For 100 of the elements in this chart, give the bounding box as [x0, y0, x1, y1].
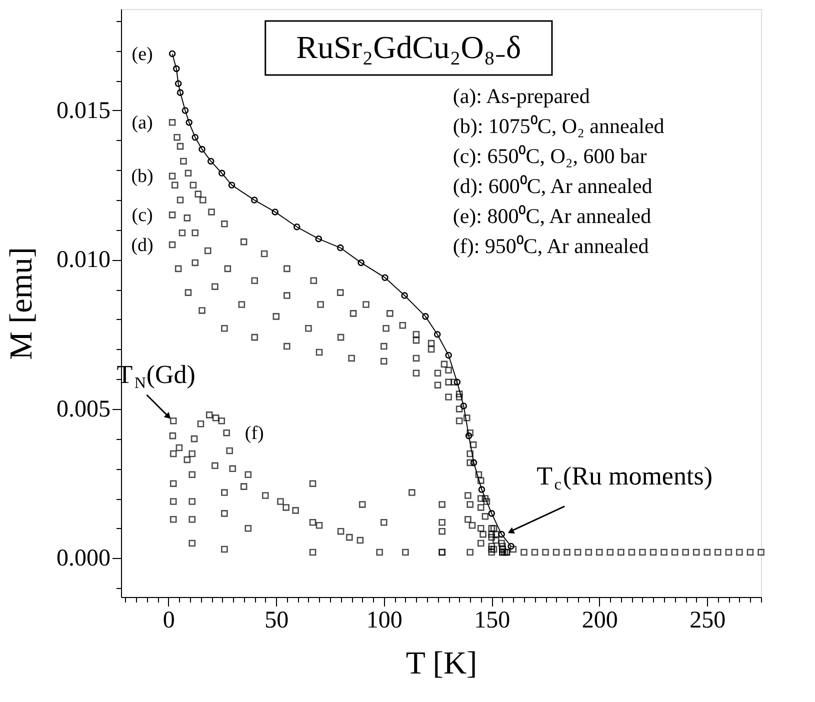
- point: [272, 208, 278, 216]
- point: [488, 510, 496, 517]
- point: [434, 370, 442, 377]
- point: [460, 402, 468, 410]
- point: [168, 119, 176, 126]
- point: [564, 548, 570, 556]
- point: [362, 301, 370, 308]
- point: [188, 516, 196, 523]
- point: [463, 414, 470, 422]
- point: [221, 489, 228, 496]
- point: [401, 292, 408, 299]
- point: [468, 522, 476, 529]
- point: [671, 548, 678, 556]
- point: [170, 450, 177, 458]
- point: [190, 182, 197, 188]
- point: [358, 259, 364, 266]
- point: [337, 528, 344, 535]
- point: [174, 80, 182, 88]
- series-label: (d): [131, 234, 154, 256]
- point: [309, 480, 316, 487]
- point: [498, 540, 505, 547]
- point: [606, 548, 614, 556]
- point: [465, 432, 472, 440]
- point: [380, 518, 388, 526]
- point: [382, 274, 388, 282]
- point: [316, 522, 323, 529]
- point: [492, 536, 500, 544]
- point: [510, 546, 517, 553]
- point: [251, 334, 258, 341]
- point: [428, 346, 435, 353]
- point: [466, 429, 474, 436]
- point: [292, 507, 299, 514]
- point: [456, 390, 463, 398]
- point: [412, 330, 420, 338]
- point: [168, 172, 176, 180]
- point: [168, 212, 176, 218]
- point: [434, 330, 441, 338]
- point: [482, 495, 489, 502]
- point: [399, 322, 406, 329]
- point: [221, 220, 228, 228]
- x-tick-label: 250: [690, 608, 726, 634]
- point: [170, 498, 177, 505]
- point: [498, 530, 505, 538]
- point: [174, 265, 182, 272]
- point: [176, 196, 184, 204]
- point: [542, 548, 549, 556]
- point: [483, 498, 490, 505]
- point: [346, 534, 353, 541]
- point: [428, 340, 435, 347]
- point: [192, 229, 199, 236]
- point: [499, 542, 506, 550]
- point: [262, 492, 269, 499]
- y-tick-label: 0.015: [56, 98, 110, 124]
- point: [477, 524, 484, 532]
- point: [650, 548, 657, 556]
- point: [194, 190, 202, 198]
- point: [190, 435, 198, 442]
- point: [746, 548, 754, 556]
- point: [174, 134, 180, 141]
- point: [188, 450, 196, 458]
- point: [714, 548, 722, 556]
- point: [356, 536, 364, 544]
- point: [170, 480, 177, 487]
- point: [186, 119, 192, 126]
- point: [188, 498, 196, 505]
- point: [440, 360, 448, 368]
- point: [438, 518, 446, 526]
- point: [456, 406, 463, 412]
- point: [736, 548, 743, 556]
- point: [208, 208, 215, 216]
- point: [192, 134, 199, 141]
- point: [199, 196, 206, 204]
- series-label: (e): [132, 44, 153, 65]
- x-tick-label: 150: [474, 608, 510, 634]
- point: [422, 313, 429, 320]
- point: [198, 146, 206, 153]
- point: [639, 548, 646, 556]
- point: [438, 501, 446, 508]
- point: [380, 342, 388, 350]
- point: [244, 524, 252, 532]
- point: [490, 546, 498, 553]
- point: [212, 462, 218, 470]
- point: [488, 530, 496, 538]
- point: [184, 456, 191, 464]
- point: [585, 548, 592, 556]
- point: [386, 310, 394, 317]
- point: [284, 342, 290, 350]
- point: [477, 540, 484, 547]
- point: [206, 412, 213, 418]
- point: [184, 214, 191, 222]
- point: [218, 418, 226, 424]
- point: [477, 504, 484, 511]
- point: [212, 283, 218, 290]
- point: [170, 418, 177, 424]
- point: [466, 450, 474, 458]
- point: [198, 307, 206, 314]
- annotation: (a): As-prepared: [452, 84, 590, 108]
- series-label: (b): [131, 166, 154, 188]
- point: [454, 378, 461, 386]
- point: [408, 489, 416, 496]
